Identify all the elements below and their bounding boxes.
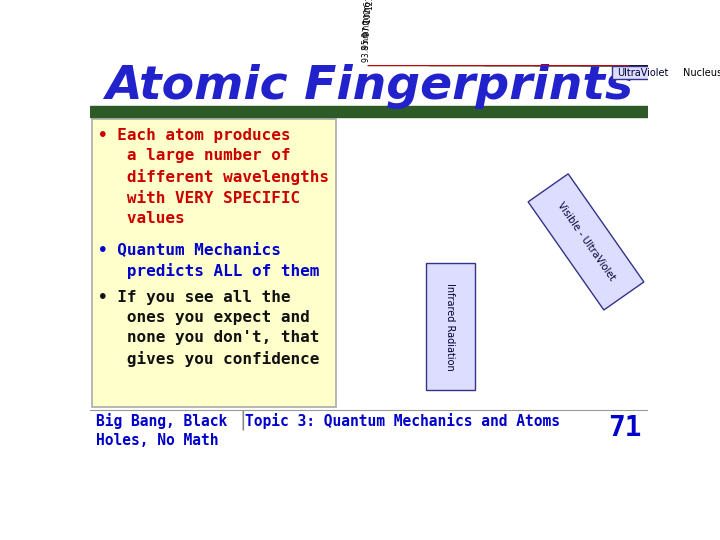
FancyBboxPatch shape <box>612 65 672 79</box>
Circle shape <box>711 36 720 94</box>
Wedge shape <box>582 0 720 65</box>
Text: |: | <box>240 411 246 430</box>
Text: 121.5 nm: 121.5 nm <box>366 0 375 10</box>
Wedge shape <box>485 0 720 65</box>
Text: • Each atom produces
   a large number of
   different wavelengths
   with VERY : • Each atom produces a large number of d… <box>98 128 329 226</box>
Wedge shape <box>625 0 720 65</box>
FancyBboxPatch shape <box>91 119 336 408</box>
Wedge shape <box>431 0 720 65</box>
Text: Big Bang, Black: Big Bang, Black <box>96 413 228 429</box>
Wedge shape <box>369 0 720 65</box>
FancyBboxPatch shape <box>678 65 720 79</box>
Text: 102.6 nm: 102.6 nm <box>364 0 373 23</box>
Text: Nucleus: Nucleus <box>683 68 720 78</box>
Text: UltraViolet: UltraViolet <box>617 68 668 78</box>
Text: 95.0 nm: 95.0 nm <box>362 17 372 49</box>
Text: Topic 3: Quantum Mechanics and Atoms: Topic 3: Quantum Mechanics and Atoms <box>245 413 560 429</box>
Text: Atomic Fingerprints: Atomic Fingerprints <box>105 64 633 109</box>
Text: • Quantum Mechanics
   predicts ALL of them: • Quantum Mechanics predicts ALL of them <box>98 242 319 279</box>
Bar <box>90 106 648 117</box>
Text: Holes, No Math: Holes, No Math <box>96 433 219 448</box>
Text: 97.2 nm: 97.2 nm <box>363 4 372 36</box>
Text: • If you see all the
   ones you expect and
   none you don't, that
   gives you: • If you see all the ones you expect and… <box>98 289 319 367</box>
Text: 93.8 nm: 93.8 nm <box>362 30 372 62</box>
Text: Visible - UltraViolet: Visible - UltraViolet <box>555 201 617 283</box>
Text: 71: 71 <box>608 414 642 442</box>
Wedge shape <box>536 0 720 65</box>
Text: Infrared Radiation: Infrared Radiation <box>446 283 455 370</box>
